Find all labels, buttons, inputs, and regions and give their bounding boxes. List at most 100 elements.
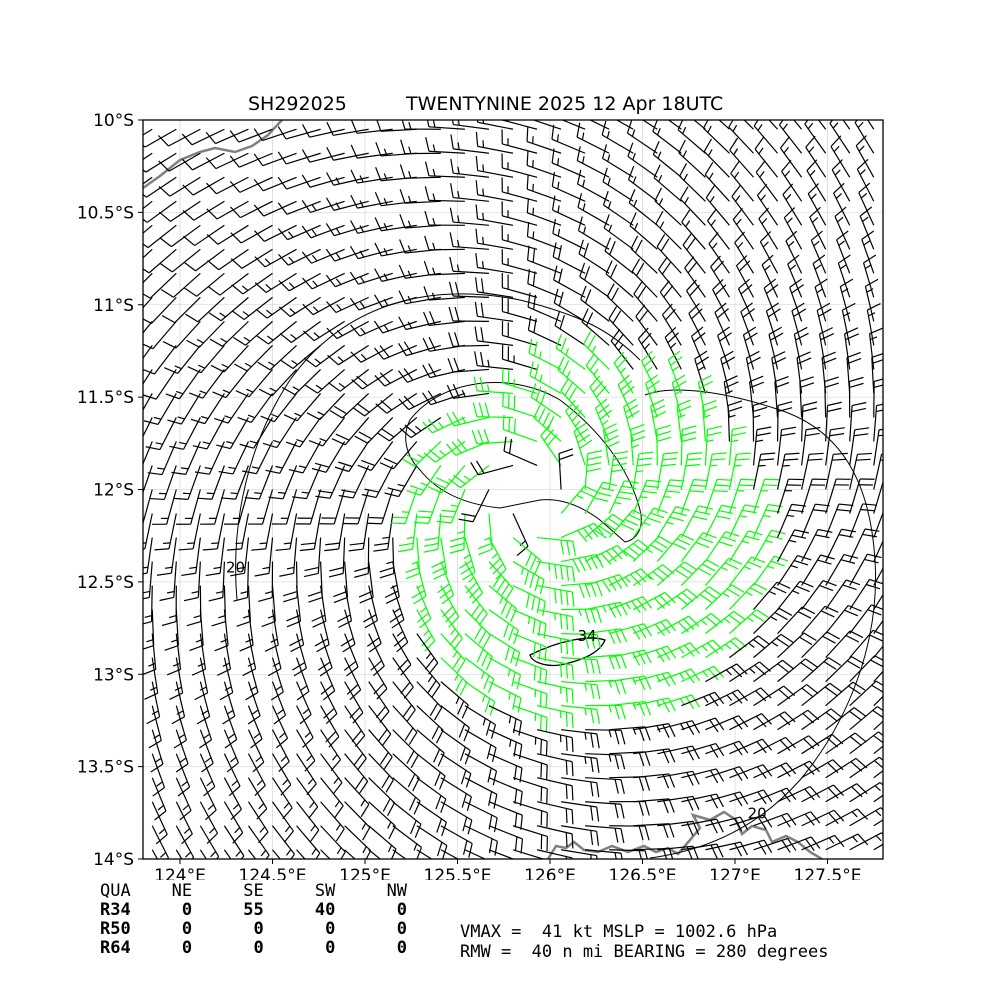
wind-barb xyxy=(326,296,369,314)
wind-barb xyxy=(277,224,321,241)
wind-barb xyxy=(584,450,603,490)
wind-barb xyxy=(143,152,153,161)
wind-barb xyxy=(763,278,779,322)
wind-barb xyxy=(626,120,658,154)
wind-barb xyxy=(512,705,548,733)
wind-barb xyxy=(223,825,245,859)
wind-barb xyxy=(531,120,562,130)
wind-barb xyxy=(658,257,682,298)
wind-barb xyxy=(384,561,400,604)
wind-barb xyxy=(561,608,602,624)
wind-barb xyxy=(247,825,270,859)
wind-barb xyxy=(437,561,455,605)
wind-barb xyxy=(656,234,682,274)
wind-barb xyxy=(216,417,249,450)
wind-barb xyxy=(398,341,442,357)
wind-barb xyxy=(379,441,418,470)
wind-barb xyxy=(392,609,409,653)
wind-barb xyxy=(302,124,345,138)
wind-barb xyxy=(475,156,514,178)
wind-barb xyxy=(406,465,442,496)
wind-barb xyxy=(301,149,345,163)
wind-barb xyxy=(777,554,812,586)
wind-barb xyxy=(753,120,779,154)
wind-barb xyxy=(793,120,803,130)
wind-barb xyxy=(464,609,491,649)
wind-barb xyxy=(416,657,441,698)
wind-barb xyxy=(702,120,730,154)
wind-barb xyxy=(512,777,548,804)
wind-barb xyxy=(659,280,682,322)
wind-barb xyxy=(704,531,740,562)
wind-barb xyxy=(350,169,393,184)
wind-barb xyxy=(753,762,797,779)
wind-barb xyxy=(143,320,153,334)
wind-barb xyxy=(143,369,153,385)
wind-barb xyxy=(488,681,522,713)
x-tick-label: 127°E xyxy=(709,866,761,880)
wind-barb xyxy=(399,416,442,439)
wind-barb xyxy=(656,451,678,490)
wind-barb xyxy=(375,392,418,414)
wind-barb xyxy=(416,681,443,721)
wind-barb xyxy=(320,825,346,859)
wind-barb xyxy=(561,681,601,700)
wind-barb xyxy=(253,152,297,167)
wind-barb xyxy=(776,401,793,442)
wind-barb xyxy=(272,825,295,859)
wind-barb xyxy=(256,320,297,345)
wind-barb xyxy=(295,489,322,525)
wind-barb xyxy=(728,556,766,586)
wind-barb xyxy=(608,480,639,514)
wind-barb xyxy=(561,801,600,822)
wind-barb xyxy=(681,742,725,758)
wind-barb xyxy=(756,183,779,226)
wind-barb xyxy=(247,801,269,844)
wind-barb xyxy=(464,753,498,786)
wind-barb xyxy=(303,537,322,578)
wind-barb xyxy=(262,417,298,449)
latitude-axis: 10°S 10.5°S 11°S 11.5°S 12°S 12.5°S 13°S 13.5°S… xyxy=(77,111,143,870)
wind-barb xyxy=(536,825,574,849)
wind-barbs xyxy=(143,120,883,859)
wind-barb xyxy=(873,428,883,466)
wind-barb xyxy=(423,440,466,463)
wind-barb xyxy=(502,368,538,395)
wind-barb xyxy=(344,825,372,859)
wind-barb xyxy=(164,345,201,374)
wind-barb xyxy=(512,753,548,780)
wind-barb xyxy=(416,849,433,859)
wind-barb xyxy=(209,320,249,347)
wind-barb xyxy=(579,262,610,298)
wind-barb xyxy=(680,452,703,490)
wind-barb xyxy=(849,680,883,707)
wind-barb xyxy=(229,128,273,143)
wind-barb xyxy=(561,849,598,859)
wind-barb xyxy=(533,404,562,442)
wind-barb xyxy=(488,849,515,859)
wind-barb xyxy=(350,320,393,337)
wind-barb xyxy=(392,633,412,676)
wind-barb xyxy=(214,393,249,424)
wind-barb xyxy=(178,513,201,551)
wind-barb xyxy=(873,720,883,731)
wind-barb xyxy=(450,183,490,202)
wind-barb xyxy=(149,465,177,501)
wind-barb xyxy=(373,294,417,308)
wind-barb xyxy=(680,559,720,586)
wind-barb xyxy=(656,479,685,514)
wind-barb xyxy=(368,729,393,770)
wind-barb xyxy=(617,374,635,418)
wind-barb xyxy=(475,277,514,298)
wind-barb xyxy=(349,296,393,311)
wind-barb xyxy=(859,206,875,250)
wind-barb xyxy=(737,278,755,322)
wind-barb xyxy=(858,182,875,226)
wind-barb xyxy=(849,553,882,586)
wind-barb xyxy=(167,393,201,425)
wind-barb xyxy=(277,176,321,190)
y-tick-label: 12°S xyxy=(93,481,134,501)
wind-barb xyxy=(208,561,225,602)
wind-barb xyxy=(175,849,183,859)
